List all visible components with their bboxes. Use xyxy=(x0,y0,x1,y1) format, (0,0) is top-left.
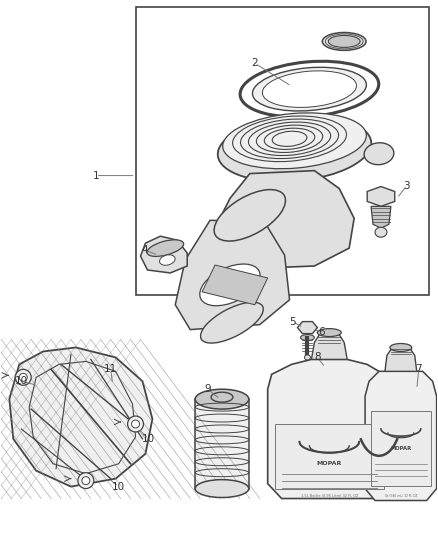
Ellipse shape xyxy=(218,116,371,182)
Polygon shape xyxy=(367,187,395,206)
Ellipse shape xyxy=(318,329,341,336)
Text: 7: 7 xyxy=(415,365,422,374)
Circle shape xyxy=(127,416,144,432)
Text: 1.5L Bottle (0.95 Litre) 32 FL OZ: 1.5L Bottle (0.95 Litre) 32 FL OZ xyxy=(300,494,358,497)
Bar xyxy=(275,424,384,489)
Ellipse shape xyxy=(328,36,360,47)
Polygon shape xyxy=(365,372,437,500)
Circle shape xyxy=(82,477,90,484)
Bar xyxy=(371,411,431,486)
Ellipse shape xyxy=(201,302,263,343)
Ellipse shape xyxy=(252,67,366,111)
Text: MOPAR: MOPAR xyxy=(390,446,411,451)
Text: 5: 5 xyxy=(289,317,296,327)
Text: 6: 6 xyxy=(318,327,325,336)
Ellipse shape xyxy=(223,113,366,169)
Circle shape xyxy=(15,369,31,385)
Bar xyxy=(135,6,429,295)
Polygon shape xyxy=(268,359,391,498)
Ellipse shape xyxy=(195,389,249,409)
Text: 3: 3 xyxy=(403,181,410,190)
Circle shape xyxy=(19,373,27,381)
Circle shape xyxy=(131,420,140,428)
Text: MOPAR: MOPAR xyxy=(317,461,342,466)
Polygon shape xyxy=(297,321,318,334)
Ellipse shape xyxy=(200,264,260,306)
Text: 8: 8 xyxy=(314,352,321,362)
Ellipse shape xyxy=(262,71,357,108)
Bar xyxy=(195,399,249,489)
Text: Qt (946 mL) 32 FL OZ: Qt (946 mL) 32 FL OZ xyxy=(385,494,417,497)
Polygon shape xyxy=(9,348,152,487)
Ellipse shape xyxy=(147,240,184,256)
Circle shape xyxy=(78,473,94,489)
Text: 11: 11 xyxy=(104,365,117,374)
Ellipse shape xyxy=(375,227,387,237)
Polygon shape xyxy=(215,171,354,268)
Polygon shape xyxy=(385,350,417,372)
Text: 10: 10 xyxy=(15,376,28,386)
Ellipse shape xyxy=(159,255,175,265)
Polygon shape xyxy=(311,335,347,359)
Text: 1: 1 xyxy=(92,171,99,181)
Ellipse shape xyxy=(364,143,394,165)
Text: 10: 10 xyxy=(112,482,125,491)
Text: 2: 2 xyxy=(251,58,258,68)
Ellipse shape xyxy=(195,480,249,497)
Text: 10: 10 xyxy=(142,434,155,444)
Ellipse shape xyxy=(390,343,412,351)
Ellipse shape xyxy=(322,33,366,51)
Ellipse shape xyxy=(214,190,286,241)
Polygon shape xyxy=(371,206,391,228)
Ellipse shape xyxy=(304,355,311,360)
Ellipse shape xyxy=(211,392,233,402)
Polygon shape xyxy=(175,220,290,329)
Polygon shape xyxy=(141,236,187,273)
Text: 9: 9 xyxy=(205,384,212,394)
Text: 4: 4 xyxy=(141,245,148,255)
Ellipse shape xyxy=(300,335,314,341)
Polygon shape xyxy=(202,265,268,305)
